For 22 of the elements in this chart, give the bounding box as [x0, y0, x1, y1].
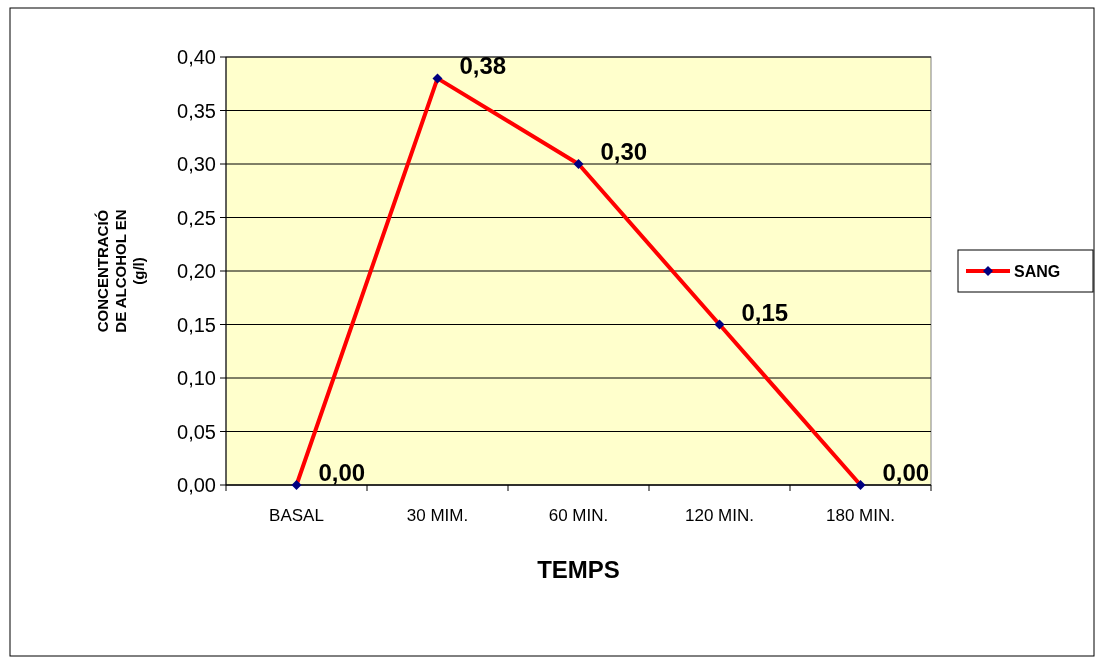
y-tick-label: 0,20 — [177, 260, 216, 282]
x-axis-title: TEMPS — [537, 556, 620, 583]
data-label: 0,15 — [741, 298, 789, 326]
data-label: 0,00 — [318, 459, 366, 486]
y-tick-label: 0,25 — [177, 206, 216, 229]
legend-label: SANG — [1014, 262, 1061, 280]
y-tick-label: 0,30 — [177, 153, 216, 175]
x-tick-label: BASAL — [269, 506, 324, 525]
y-tick-label: 0,35 — [177, 99, 216, 122]
y-tick-label: 0,40 — [177, 46, 216, 68]
data-label: 0,00 — [882, 459, 930, 486]
y-axis-title: CONCENTRACIÓ DE ALCOHOL EN (g/l) — [94, 209, 147, 333]
x-tick-label: 180 MIN. — [826, 506, 895, 525]
y-tick-label: 0,15 — [177, 313, 216, 336]
y-tick-label: 0,00 — [177, 474, 216, 496]
y-tick-label: 0,10 — [177, 367, 216, 389]
data-label: 0,30 — [600, 138, 648, 165]
y-tick-label: 0,05 — [177, 420, 216, 443]
x-tick-label: 120 MIN. — [685, 506, 754, 525]
data-label: 0,38 — [459, 52, 507, 80]
x-tick-label: 60 MIN. — [548, 506, 609, 525]
x-tick-label: 30 MIM. — [406, 506, 469, 525]
